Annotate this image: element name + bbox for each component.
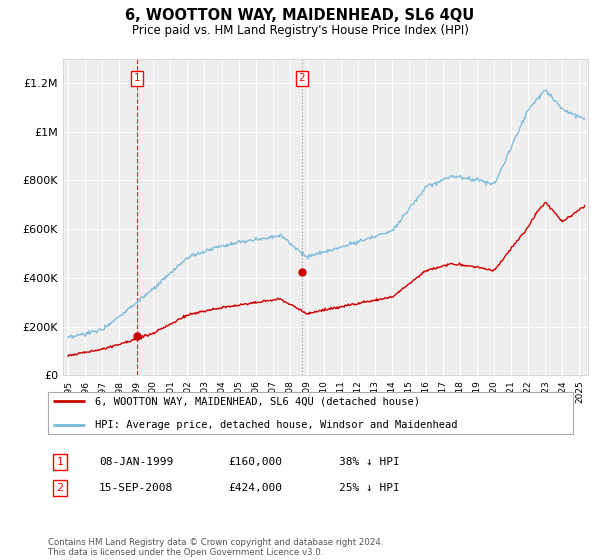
Text: 38% ↓ HPI: 38% ↓ HPI xyxy=(339,457,400,467)
Text: £424,000: £424,000 xyxy=(228,483,282,493)
Text: 2: 2 xyxy=(56,483,64,493)
Text: 6, WOOTTON WAY, MAIDENHEAD, SL6 4QU (detached house): 6, WOOTTON WAY, MAIDENHEAD, SL6 4QU (det… xyxy=(95,396,420,406)
Text: 1: 1 xyxy=(133,73,140,83)
Text: 6, WOOTTON WAY, MAIDENHEAD, SL6 4QU: 6, WOOTTON WAY, MAIDENHEAD, SL6 4QU xyxy=(125,8,475,24)
Text: £160,000: £160,000 xyxy=(228,457,282,467)
Text: 25% ↓ HPI: 25% ↓ HPI xyxy=(339,483,400,493)
Text: Price paid vs. HM Land Registry's House Price Index (HPI): Price paid vs. HM Land Registry's House … xyxy=(131,24,469,36)
Text: 1: 1 xyxy=(56,457,64,467)
Text: Contains HM Land Registry data © Crown copyright and database right 2024.
This d: Contains HM Land Registry data © Crown c… xyxy=(48,538,383,557)
Text: 2: 2 xyxy=(298,73,305,83)
Text: 08-JAN-1999: 08-JAN-1999 xyxy=(99,457,173,467)
Text: 15-SEP-2008: 15-SEP-2008 xyxy=(99,483,173,493)
Text: HPI: Average price, detached house, Windsor and Maidenhead: HPI: Average price, detached house, Wind… xyxy=(95,420,458,430)
